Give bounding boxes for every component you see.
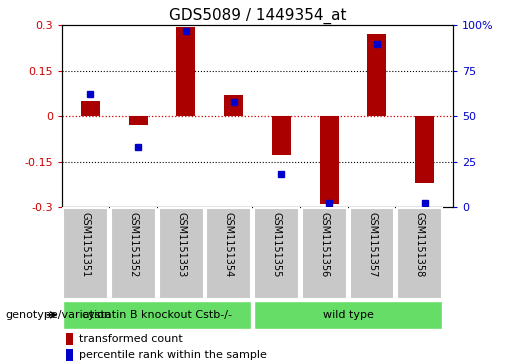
Title: GDS5089 / 1449354_at: GDS5089 / 1449354_at (169, 8, 346, 24)
Text: GSM1151355: GSM1151355 (271, 212, 282, 277)
Text: GSM1151354: GSM1151354 (224, 212, 234, 277)
Bar (63, 301, 251, 329)
Bar (302, 208, 347, 298)
Bar (129, 116, 148, 125)
Bar (159, 208, 203, 298)
Text: cystatin B knockout Cstb-/-: cystatin B knockout Cstb-/- (82, 310, 232, 320)
Bar (63, 208, 108, 298)
Text: GSM1151357: GSM1151357 (367, 212, 377, 277)
Bar (176, 27, 196, 116)
Text: GSM1151356: GSM1151356 (319, 212, 329, 277)
Text: genotype/variation: genotype/variation (5, 310, 111, 320)
Text: transformed count: transformed count (79, 334, 182, 344)
Text: GSM1151358: GSM1151358 (415, 212, 425, 277)
Bar (254, 208, 299, 298)
Bar (350, 208, 394, 298)
Bar (224, 95, 243, 116)
Text: wild type: wild type (323, 310, 373, 320)
Text: GSM1151353: GSM1151353 (176, 212, 186, 277)
Text: GSM1151351: GSM1151351 (81, 212, 91, 277)
Bar (415, 116, 434, 183)
Bar (254, 301, 442, 329)
Bar (81, 101, 100, 116)
Bar (319, 116, 339, 204)
Text: GSM1151352: GSM1151352 (128, 212, 139, 277)
Bar (66, 333, 73, 345)
Bar (272, 116, 291, 155)
Bar (367, 34, 386, 116)
Bar (111, 208, 156, 298)
Bar (207, 208, 251, 298)
Bar (398, 208, 442, 298)
Text: percentile rank within the sample: percentile rank within the sample (79, 350, 266, 360)
Bar (66, 349, 73, 362)
